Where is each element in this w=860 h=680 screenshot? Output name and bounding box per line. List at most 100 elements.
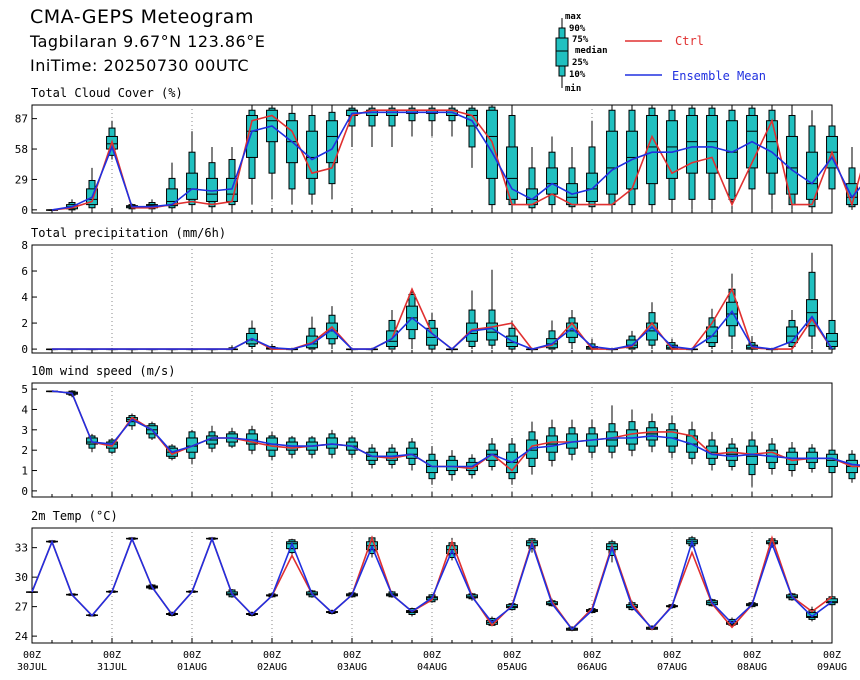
x-tick-hour: 00Z (663, 650, 681, 661)
y-tick-label: 0 (21, 485, 28, 498)
y-tick-label: 4 (21, 403, 28, 416)
y-tick-label: 27 (15, 601, 28, 614)
legend-box-label: min (565, 83, 581, 94)
box-mark (426, 446, 438, 485)
box-25-75 (626, 339, 638, 349)
box-25-75 (506, 146, 518, 200)
legend-box-label: 25% (572, 58, 589, 68)
box-mark (786, 105, 798, 210)
box-25-75 (586, 172, 598, 202)
legend-box-label: max (565, 12, 582, 22)
ctrl-line (51, 109, 860, 211)
box-mark (566, 146, 578, 210)
y-tick-label: 30 (15, 571, 28, 584)
ensemble-mean-line (51, 390, 860, 468)
x-tick-hour: 00Z (503, 650, 521, 661)
x-tick-hour: 00Z (23, 650, 41, 661)
legend-ensmean-label: Ensemble Mean (672, 69, 766, 83)
box-mark (326, 105, 338, 200)
box-mark (826, 258, 838, 350)
box-25-75 (526, 439, 538, 459)
y-tick-label: 24 (15, 630, 29, 643)
box-10-90 (368, 107, 376, 127)
x-tick-date: 01AUG (177, 662, 207, 673)
box-mark (306, 105, 318, 205)
box-mark (646, 302, 658, 350)
y-tick-label: 58 (15, 143, 28, 156)
box-25-75 (326, 437, 338, 449)
legend-box-label: 75% (572, 35, 589, 45)
panel-2: Total precipitation (mm/6h) 0 2 4 6 8 (21, 226, 838, 356)
panel-title: 10m wind speed (m/s) (31, 364, 176, 378)
x-tick-hour: 00Z (423, 650, 441, 661)
x-tick-hour: 00Z (343, 650, 361, 661)
box-10-90 (528, 167, 536, 209)
y-tick-label: 3 (21, 424, 28, 437)
box-25-75 (406, 447, 418, 459)
box-mark (546, 136, 558, 210)
y-tick-label: 0 (21, 204, 28, 217)
box-mark (546, 419, 558, 467)
box-25-75 (466, 322, 478, 342)
box-mark (826, 446, 838, 479)
box-mark (26, 591, 38, 593)
box-25-75 (706, 114, 718, 174)
y-tick-label: 8 (21, 239, 28, 252)
panel-title: Total precipitation (mm/6h) (31, 226, 226, 240)
panel-title: Total Cloud Cover (%) (31, 86, 183, 100)
panel-3: 10m wind speed (m/s) 0 1 2 3 4 5 (21, 364, 860, 498)
box-mark (746, 431, 758, 487)
box-mark (186, 429, 198, 465)
panel-1: Total Cloud Cover (%) 0 29 58 87 (15, 86, 860, 217)
box-25-75 (686, 114, 698, 174)
box-10-90 (428, 107, 436, 122)
x-tick-date: 08AUG (737, 662, 767, 673)
box-25-75 (546, 167, 558, 195)
legend-box-label: 10% (569, 70, 586, 80)
ensemble-mean-line (51, 111, 860, 211)
box-mark (806, 252, 818, 350)
ensemble-mean-line (52, 309, 833, 351)
box-25-75 (326, 120, 338, 164)
box-25-75 (666, 120, 678, 179)
x-tick-date: 04AUG (417, 662, 447, 673)
x-tick-hour: 00Z (103, 650, 121, 661)
legend-box-label: 90% (569, 24, 586, 34)
box-25-75 (306, 130, 318, 179)
box-mark (686, 105, 698, 210)
box-mark (506, 320, 518, 350)
ensemble-mean-line (31, 536, 833, 631)
box-mark (166, 162, 178, 210)
box-mark (726, 437, 738, 471)
y-tick-label: 2 (21, 317, 28, 330)
box-25-75 (806, 151, 818, 200)
box-mark (566, 310, 578, 350)
box-mark (466, 290, 478, 350)
ctrl-line (31, 535, 833, 631)
box-25-75 (186, 172, 198, 200)
x-tick-date: 03AUG (337, 662, 367, 673)
x-tick-date: 07AUG (657, 662, 687, 673)
box-mark (726, 105, 738, 210)
box-mark (646, 105, 658, 210)
station-location: Tagbilaran 9.67°N 123.86°E (30, 32, 266, 51)
box-mark (426, 312, 438, 350)
y-tick-label: 87 (15, 113, 28, 126)
x-tick-date: 02AUG (257, 662, 287, 673)
x-tick-hour: 00Z (183, 650, 201, 661)
box-25-75 (706, 326, 718, 344)
y-tick-label: 6 (21, 265, 28, 278)
box-25-75 (646, 114, 658, 185)
box-mark (586, 120, 598, 210)
box-10-90 (388, 107, 396, 127)
box-mark (486, 269, 498, 350)
y-tick-label: 33 (15, 542, 28, 555)
box-25-75 (446, 459, 458, 472)
box-mark (746, 105, 758, 210)
init-time: IniTime: 20250730 00UTC (30, 56, 250, 75)
box-mark (526, 146, 538, 210)
box-mark (666, 105, 678, 210)
x-tick-date: 06AUG (577, 662, 607, 673)
legend-box-25-75 (555, 37, 569, 67)
